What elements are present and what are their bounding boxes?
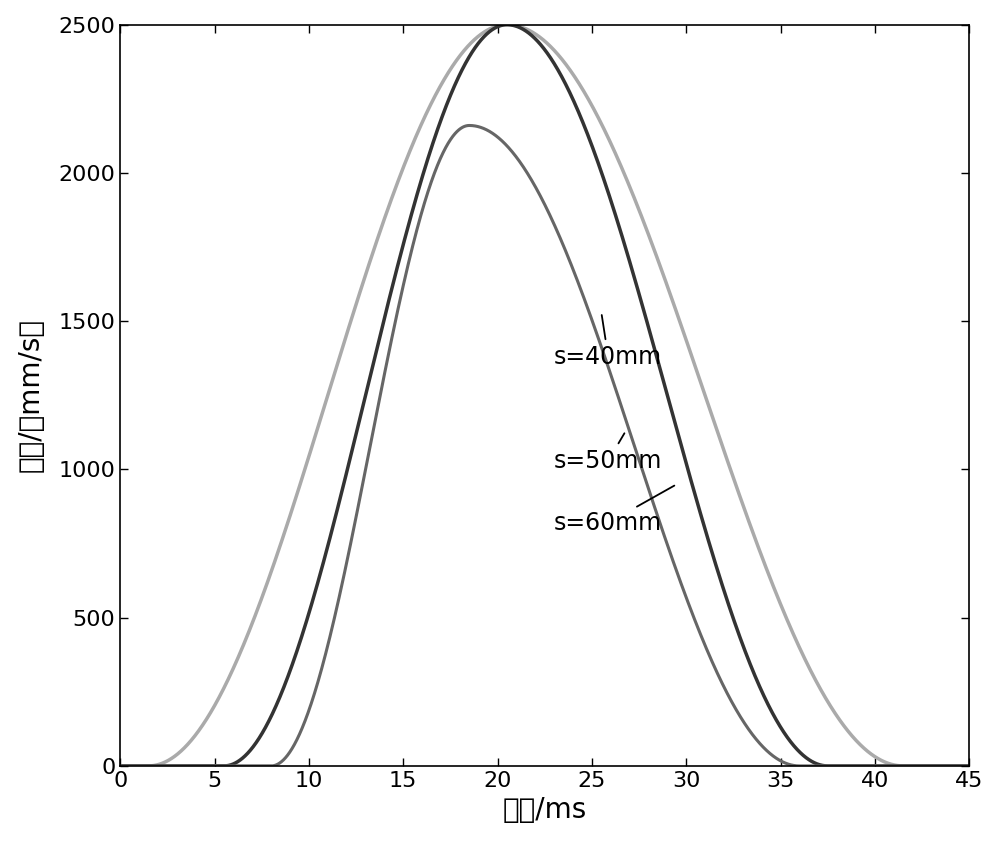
X-axis label: 时间/ms: 时间/ms [503,796,587,824]
Text: s=40mm: s=40mm [554,315,662,368]
Text: s=50mm: s=50mm [554,433,663,473]
Y-axis label: 速度/（mm/s）: 速度/（mm/s） [17,318,45,473]
Text: s=60mm: s=60mm [554,485,674,535]
